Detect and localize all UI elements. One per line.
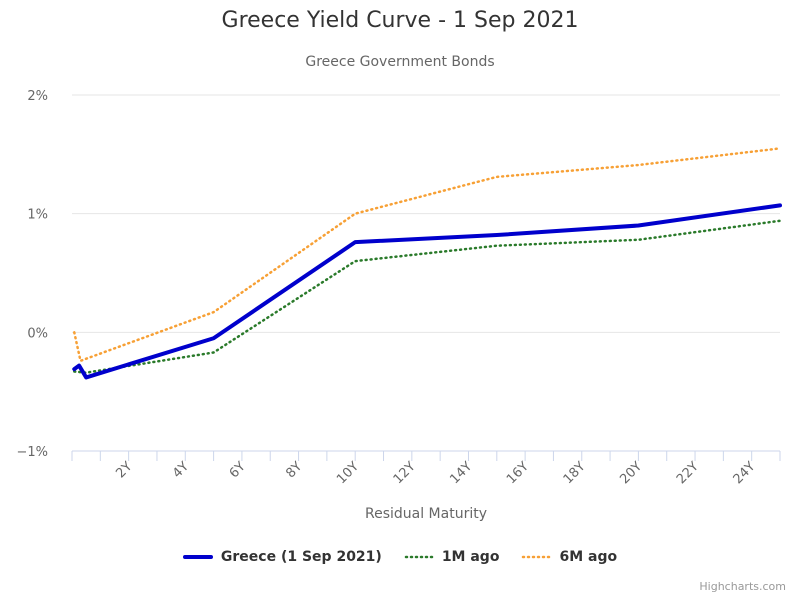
credits-link[interactable]: Highcharts.com xyxy=(699,580,786,593)
legend-item[interactable]: 6M ago xyxy=(521,549,617,565)
series-line-1m-ago xyxy=(73,219,782,374)
x-tick-label: 12Y xyxy=(391,459,419,487)
x-tick-label: 2Y xyxy=(113,459,135,481)
x-tick-label: 10Y xyxy=(334,459,362,487)
x-tick-label: 22Y xyxy=(674,459,702,487)
x-tick-label: 20Y xyxy=(617,459,645,487)
x-tick-label: 24Y xyxy=(731,459,759,487)
x-tick-label: 14Y xyxy=(447,459,475,487)
x-tick-label: 18Y xyxy=(561,459,589,487)
x-tick-label: 8Y xyxy=(283,459,305,481)
legend-item[interactable]: 1M ago xyxy=(404,549,500,565)
legend-item[interactable]: Greece (1 Sep 2021) xyxy=(182,549,382,565)
chart-title: Greece Yield Curve - 1 Sep 2021 xyxy=(221,8,579,33)
y-tick-label: 0% xyxy=(27,326,48,341)
legend-swatch xyxy=(522,555,551,559)
legend-label: 1M ago xyxy=(441,549,500,565)
y-tick-label: 2% xyxy=(27,89,48,104)
x-axis-title: Residual Maturity xyxy=(365,506,487,522)
x-tick-label: 4Y xyxy=(170,459,192,481)
y-tick-label: 1% xyxy=(27,208,48,223)
legend-label: 6M ago xyxy=(559,549,618,565)
legend: Greece (1 Sep 2021) 1M ago 6M ago xyxy=(0,549,800,565)
series-line-6m-ago xyxy=(73,147,782,363)
x-tick-label: 16Y xyxy=(504,459,532,487)
series-line-greece xyxy=(72,203,782,380)
legend-swatch xyxy=(404,555,434,559)
x-tick-label: 6Y xyxy=(227,459,249,481)
chart-subtitle: Greece Government Bonds xyxy=(305,54,495,70)
legend-label: Greece (1 Sep 2021) xyxy=(220,549,382,565)
legend-swatch xyxy=(182,555,213,559)
y-tick-label: −1% xyxy=(16,445,48,460)
